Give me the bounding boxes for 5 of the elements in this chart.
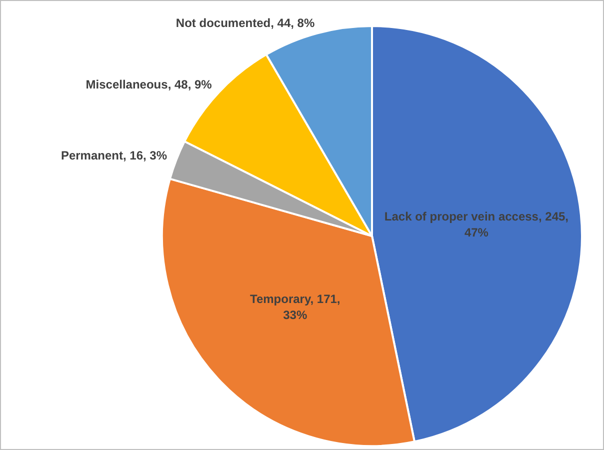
slice-label: Not documented, 44, 8% xyxy=(176,16,315,30)
slice-label: Permanent, 16, 3% xyxy=(60,148,168,162)
slice-label: Temporary, 171, 33% xyxy=(250,292,340,322)
slice-label: Lack of proper vein access, 245, 47% xyxy=(384,210,569,240)
slice-label: Miscellaneous, 48, 9% xyxy=(86,77,212,92)
